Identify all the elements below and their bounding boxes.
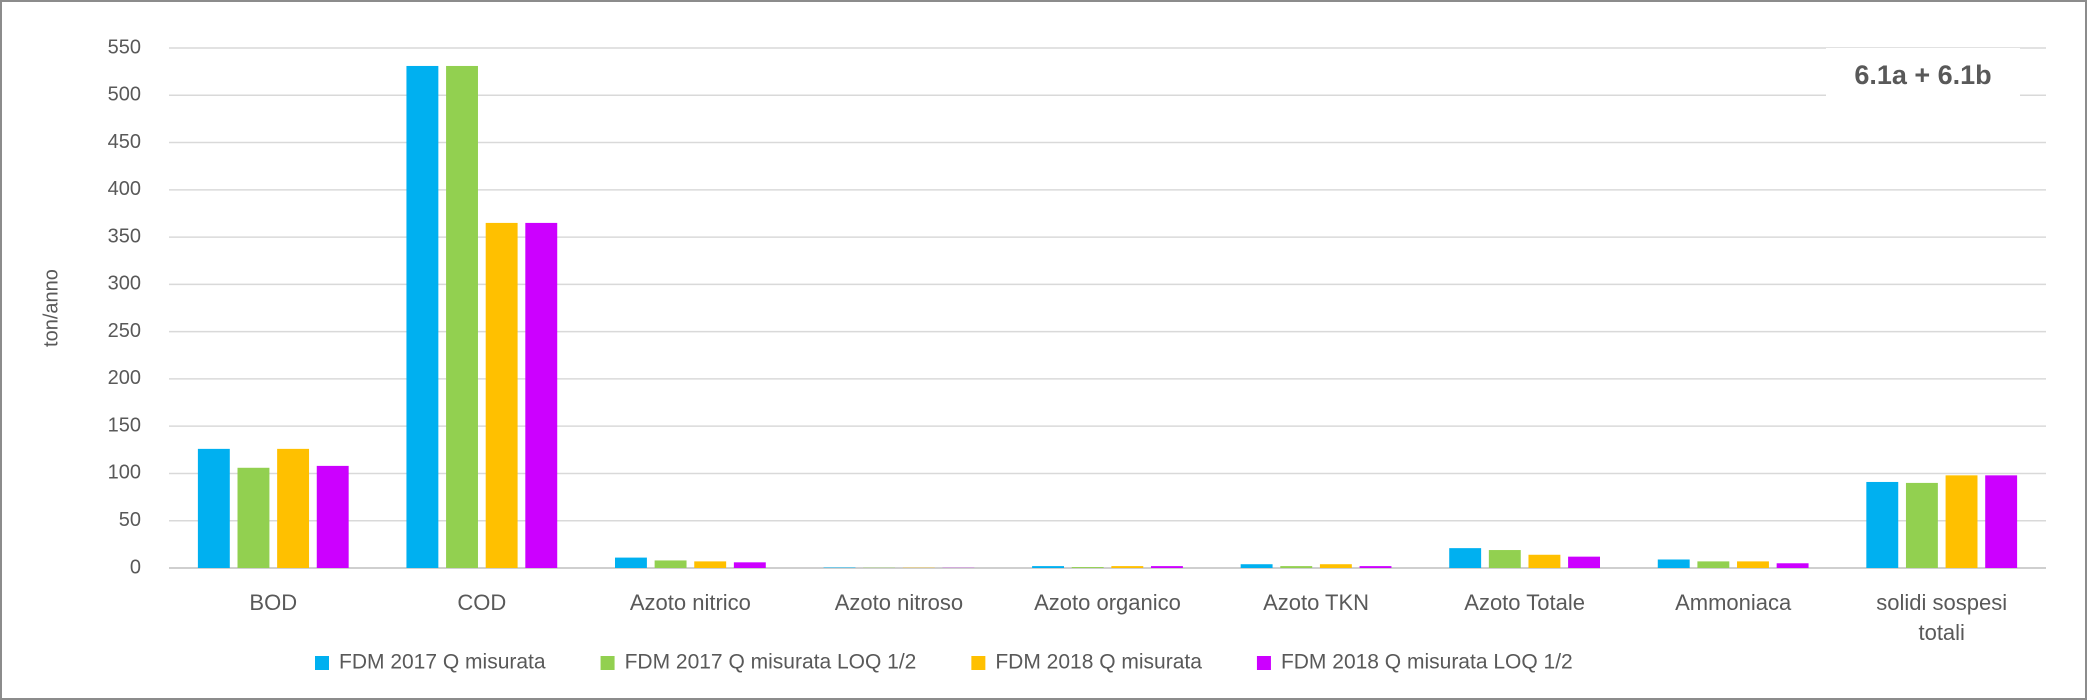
- bar: [525, 222, 558, 568]
- bar: [446, 65, 478, 569]
- y-tick-label: 450: [108, 131, 141, 153]
- bar: [1776, 563, 1809, 568]
- bar: [237, 467, 270, 568]
- bar: [1240, 564, 1273, 568]
- x-tick-label: COD: [457, 590, 506, 615]
- bar: [1528, 554, 1561, 568]
- bar: [1697, 561, 1730, 568]
- bar: [1032, 566, 1065, 568]
- y-tick-label: 50: [119, 509, 141, 531]
- bar: [1488, 550, 1521, 568]
- annotation: 6.1a + 6.1b: [1854, 60, 1991, 90]
- x-tick-label: Azoto nitroso: [835, 590, 963, 615]
- y-tick-label: 100: [108, 462, 141, 484]
- legend-swatch: [971, 656, 986, 670]
- y-tick-label: 300: [108, 273, 141, 295]
- x-tick-label: BOD: [249, 590, 297, 615]
- legend-label: FDM 2018 Q misurata: [995, 651, 1202, 674]
- bar: [654, 560, 687, 568]
- bar: [1111, 566, 1144, 568]
- bar: [485, 222, 518, 568]
- bar: [1866, 481, 1899, 568]
- bar: [1150, 566, 1183, 568]
- bar: [1568, 556, 1601, 568]
- bar: [1280, 566, 1313, 568]
- legend-swatch: [315, 656, 329, 670]
- bar: [694, 561, 727, 568]
- y-axis-label: ton/anno: [40, 269, 62, 347]
- x-tick-label: Azoto TKN: [1263, 590, 1369, 615]
- x-tick-label: Azoto Totale: [1464, 590, 1585, 615]
- x-tick-label: solidi sospesi totali: [1876, 590, 2007, 645]
- x-tick-label: Ammoniaca: [1675, 590, 1792, 615]
- legend-swatch: [600, 656, 615, 670]
- y-tick-label: 150: [108, 414, 141, 436]
- bar: [733, 562, 766, 568]
- bar: [1071, 567, 1104, 568]
- bar: [1905, 482, 1938, 568]
- x-tick-label: Azoto nitrico: [630, 590, 751, 615]
- y-tick-label: 400: [108, 178, 141, 200]
- legend-label: FDM 2017 Q misurata LOQ 1/2: [625, 651, 917, 674]
- bar: [1359, 566, 1392, 568]
- bar: [614, 557, 647, 568]
- bar: [1657, 559, 1690, 568]
- y-tick-label: 250: [108, 320, 141, 342]
- bar: [1985, 475, 2018, 568]
- y-tick-label: 550: [108, 36, 141, 58]
- legend-swatch: [1256, 656, 1271, 670]
- bar: [1945, 475, 1978, 568]
- legend-label: FDM 2018 Q misurata LOQ 1/2: [1281, 651, 1573, 674]
- bar: [277, 448, 310, 568]
- bar: [197, 448, 230, 568]
- bar: [406, 65, 439, 569]
- bar: [316, 465, 349, 568]
- bar: [1449, 548, 1482, 568]
- legend-label: FDM 2017 Q misurata: [339, 651, 546, 674]
- y-tick-label: 0: [130, 556, 141, 578]
- annotation-box: [1826, 48, 2020, 104]
- bar: [1319, 564, 1352, 568]
- y-tick-label: 200: [108, 367, 141, 389]
- y-tick-label: 350: [108, 225, 141, 247]
- y-tick-label: 500: [108, 84, 141, 106]
- x-tick-label: Azoto organico: [1034, 590, 1181, 615]
- bar: [1737, 561, 1769, 568]
